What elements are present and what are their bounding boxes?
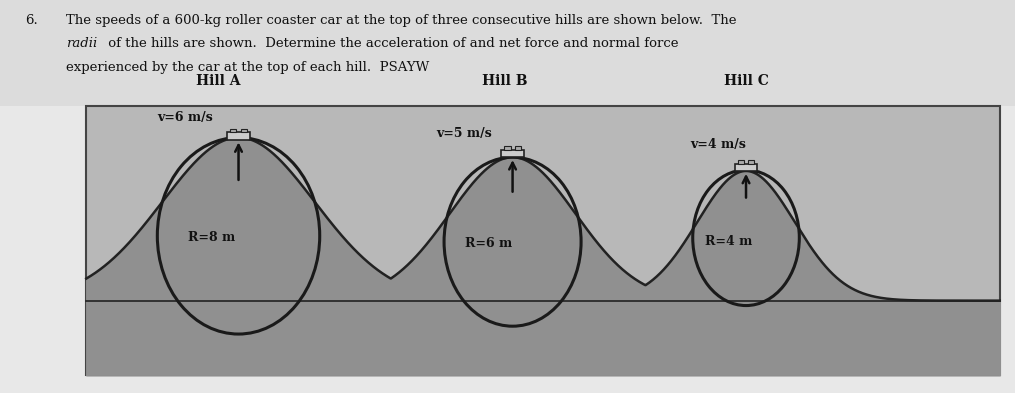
Text: Hill C: Hill C — [724, 74, 768, 88]
Bar — [515, 146, 521, 150]
Text: v=6 m/s: v=6 m/s — [157, 111, 213, 124]
Bar — [504, 146, 511, 150]
Bar — [230, 129, 236, 132]
Text: Hill A: Hill A — [196, 74, 241, 88]
Text: experienced by the car at the top of each hill.  PSAYW: experienced by the car at the top of eac… — [66, 61, 429, 74]
Bar — [748, 160, 754, 164]
Bar — [86, 106, 1000, 375]
Text: The speeds of a 600-kg roller coaster car at the top of three consecutive hills : The speeds of a 600-kg roller coaster ca… — [66, 14, 737, 27]
Text: 6.: 6. — [25, 14, 39, 27]
Text: R=8 m: R=8 m — [188, 231, 235, 244]
Bar — [738, 160, 744, 164]
Bar — [227, 132, 250, 140]
Text: Hill B: Hill B — [482, 74, 527, 88]
Text: radii: radii — [66, 37, 97, 50]
Text: R=4 m: R=4 m — [705, 235, 753, 248]
Bar — [501, 150, 524, 157]
Text: R=6 m: R=6 m — [465, 237, 513, 250]
Text: v=5 m/s: v=5 m/s — [436, 127, 492, 140]
Bar — [0, 0, 1015, 106]
Text: of the hills are shown.  Determine the acceleration of and net force and normal : of the hills are shown. Determine the ac… — [104, 37, 679, 50]
Bar — [241, 129, 247, 132]
Bar — [735, 164, 757, 171]
Text: v=4 m/s: v=4 m/s — [690, 138, 746, 151]
